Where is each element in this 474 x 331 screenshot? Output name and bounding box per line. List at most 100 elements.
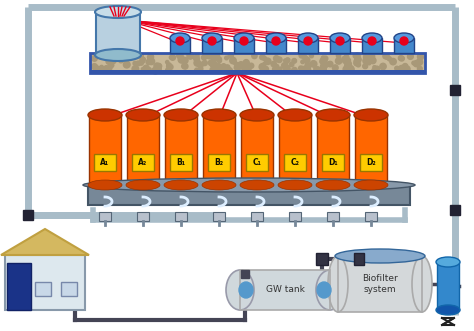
Circle shape [344,55,349,60]
Circle shape [354,59,360,65]
Ellipse shape [83,178,415,192]
Ellipse shape [316,270,344,310]
Circle shape [356,63,360,67]
Circle shape [263,63,266,66]
Circle shape [320,60,324,64]
Circle shape [370,58,376,64]
Circle shape [146,59,151,65]
Bar [362,38,382,53]
Circle shape [347,66,354,73]
Bar [279,115,311,185]
Circle shape [122,58,125,61]
Circle shape [230,57,236,64]
Bar [266,38,286,53]
Circle shape [240,65,244,69]
Polygon shape [1,229,89,255]
Circle shape [195,54,199,58]
Bar [94,154,116,171]
Circle shape [413,61,419,67]
Circle shape [227,68,232,73]
Text: C₁: C₁ [253,158,262,167]
Circle shape [218,59,221,63]
Circle shape [219,67,225,73]
Ellipse shape [164,180,198,190]
Ellipse shape [328,256,348,312]
Circle shape [156,64,162,69]
Circle shape [177,54,181,58]
Circle shape [387,57,392,61]
Circle shape [380,63,386,70]
Circle shape [310,54,313,58]
Circle shape [141,68,145,71]
Circle shape [147,54,154,60]
Circle shape [201,55,207,60]
Ellipse shape [202,180,236,190]
Circle shape [141,60,145,63]
Bar [437,262,459,310]
Circle shape [165,61,169,64]
Circle shape [412,61,416,65]
Bar [170,38,190,53]
Circle shape [272,37,280,45]
Bar [355,115,387,185]
Circle shape [404,66,410,72]
Circle shape [354,53,360,59]
Bar [365,212,377,221]
Circle shape [124,52,130,58]
Circle shape [198,62,203,68]
Bar [240,270,330,310]
Bar [241,115,273,185]
Ellipse shape [95,6,141,18]
Ellipse shape [266,33,286,43]
Circle shape [178,56,185,63]
Ellipse shape [126,180,160,190]
Circle shape [262,56,266,60]
Bar [96,12,140,55]
Circle shape [133,62,137,65]
Circle shape [91,56,97,61]
Circle shape [327,62,331,66]
Ellipse shape [240,109,274,121]
Circle shape [154,63,160,69]
Bar [202,38,222,53]
Circle shape [109,67,112,70]
Circle shape [131,56,135,60]
Circle shape [237,63,243,69]
Circle shape [208,37,216,45]
Ellipse shape [316,109,350,121]
Circle shape [310,61,316,66]
Circle shape [395,66,399,71]
Circle shape [266,59,270,63]
Circle shape [210,52,216,59]
Circle shape [367,61,371,65]
Bar [338,256,422,312]
Circle shape [290,62,294,67]
Bar [90,53,425,73]
Circle shape [321,56,325,59]
Ellipse shape [126,109,160,121]
Circle shape [243,60,249,66]
Circle shape [365,56,368,60]
Circle shape [273,56,279,61]
Circle shape [317,69,321,73]
Bar [213,212,225,221]
Circle shape [194,56,200,62]
Circle shape [264,58,271,65]
Circle shape [308,69,311,72]
Circle shape [300,67,306,72]
Bar [165,115,197,185]
Ellipse shape [239,282,253,298]
Circle shape [320,57,327,64]
Circle shape [345,63,350,69]
Circle shape [177,52,183,59]
Circle shape [284,62,288,65]
Bar [298,38,318,53]
Circle shape [144,68,149,72]
Circle shape [400,37,408,45]
Circle shape [346,58,350,63]
Circle shape [103,54,109,60]
Bar [240,270,330,310]
Circle shape [399,67,402,71]
Bar [61,282,77,296]
Ellipse shape [88,180,122,190]
